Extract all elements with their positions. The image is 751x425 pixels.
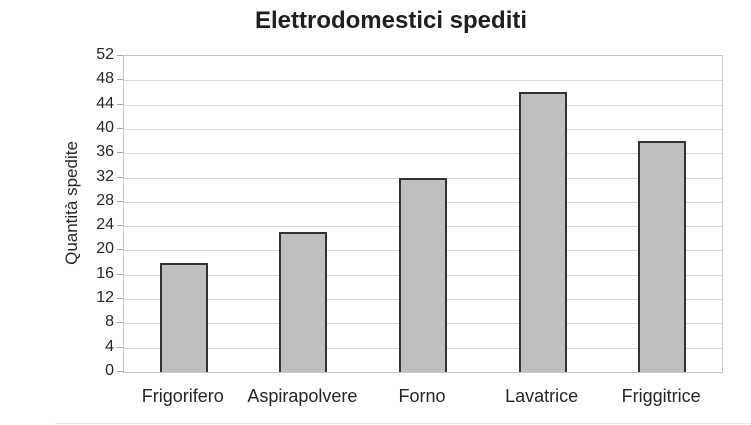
y-axis-tick-mark (117, 298, 123, 300)
y-axis-tick-mark (117, 273, 123, 275)
y-axis-tick-label: 48 (96, 70, 114, 88)
gridline (124, 104, 722, 106)
y-axis-tick-mark (117, 322, 123, 324)
bar-frigorifero (159, 262, 208, 372)
x-axis-category-label: Lavatrice (505, 386, 579, 406)
y-axis-tick-label: 40 (96, 118, 114, 136)
y-axis-tick-label: 52 (96, 46, 114, 63)
x-axis-category-label: Forno (398, 386, 446, 406)
y-axis-tick-mark (117, 79, 123, 81)
y-axis-tick-label: 16 (96, 264, 114, 282)
y-axis-tick-mark (117, 249, 123, 251)
y-axis-tick-mark (117, 371, 123, 372)
y-axis-tick-label: 4 (105, 337, 114, 355)
x-axis-category-label: Frigorifero (141, 386, 224, 406)
x-axis-category-label: Aspirapolvere (247, 386, 358, 406)
y-axis-tick-label: 44 (96, 94, 114, 112)
gridline (124, 128, 722, 130)
y-axis-tick-mark (117, 152, 123, 154)
bar-friggitrice (638, 141, 687, 372)
gridline (124, 80, 722, 82)
x-axis-category-label: Friggitrice (621, 386, 701, 406)
plot-area (123, 55, 723, 373)
y-axis-tick-label: 28 (96, 191, 114, 209)
y-axis-tick-label: 0 (105, 362, 114, 379)
y-axis-tick-label: 20 (96, 240, 114, 258)
page-edge-line (55, 423, 751, 424)
y-axis-tick-label: 32 (96, 167, 114, 185)
y-axis-tick-label: 12 (96, 289, 114, 307)
y-axis-tick-label: 8 (105, 313, 114, 331)
y-axis-tick-mark (117, 200, 123, 202)
y-axis-tick-mark (117, 103, 123, 105)
y-axis-tick-mark (117, 127, 123, 129)
bar-aspirapolvere (279, 232, 328, 372)
y-axis-tick-mark (117, 55, 123, 56)
gridline (124, 153, 722, 155)
y-axis-tick-mark (117, 176, 123, 178)
y-axis-tick-label: 24 (96, 216, 114, 234)
y-axis-tick-label: 36 (96, 143, 114, 161)
y-axis-tick-mark (117, 346, 123, 348)
bar-forno (399, 177, 447, 372)
y-axis-tick-mark (117, 225, 123, 227)
bar-lavatrice (518, 92, 567, 372)
chart-title: Elettrodomestici spediti (254, 7, 528, 34)
